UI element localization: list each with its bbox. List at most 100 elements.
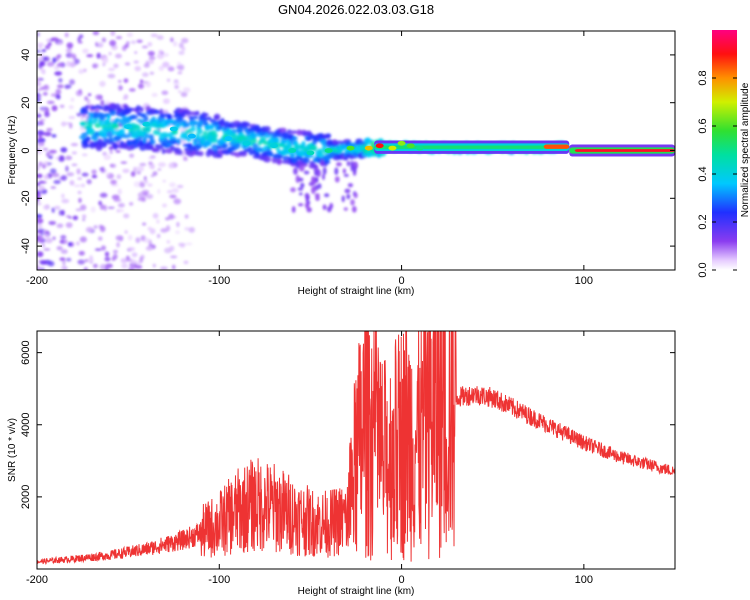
spectrogram-noise-mark xyxy=(157,188,161,195)
spectrogram-ridge-mark xyxy=(289,130,298,134)
spectrogram-noise-mark xyxy=(78,34,84,39)
colorbar-label: Normalized spectral amplitude xyxy=(740,82,750,217)
spectrogram-peak-mark xyxy=(306,150,315,156)
spectrogram-y-tick-label: 20 xyxy=(20,97,32,109)
spectrogram-ridge-mark xyxy=(94,123,102,128)
colorbar-gradient xyxy=(712,30,737,270)
spectrogram-noise-mark xyxy=(71,163,78,167)
spectrogram-ridge-mark xyxy=(247,146,253,153)
spectrogram-noise-mark xyxy=(65,257,72,262)
spectrogram-tail-mark xyxy=(307,200,311,205)
spectrogram-noise-mark xyxy=(112,249,118,254)
spectrogram-noise-mark xyxy=(147,183,153,187)
spectrogram-noise-mark xyxy=(78,250,85,256)
spectrogram-noise-mark xyxy=(128,267,135,270)
spectrogram-noise-mark xyxy=(115,53,122,59)
spectrogram-noise-mark xyxy=(133,181,141,188)
spectrogram-ridge-mark xyxy=(185,110,192,116)
spectrogram-noise-mark xyxy=(94,108,100,112)
spectrogram-noise-mark xyxy=(53,179,61,185)
spectrogram-ridge-mark xyxy=(277,159,282,166)
spectrogram-ridge-mark xyxy=(203,113,209,117)
spectrogram-noise-mark xyxy=(130,171,136,177)
spectrogram-ridge-mark xyxy=(202,130,208,136)
spectrogram-noise-mark xyxy=(78,69,84,75)
spectrogram-ridge-mark xyxy=(303,157,310,164)
spectrogram-noise-mark xyxy=(82,218,86,221)
spectrogram-ridge-mark xyxy=(251,132,258,139)
spectrogram-noise-mark xyxy=(133,166,137,173)
spectrogram-band-hot xyxy=(543,144,570,149)
spectrogram-noise-mark xyxy=(176,221,180,228)
spectrogram-noise-mark xyxy=(44,111,50,118)
spectrogram-ridge-mark xyxy=(196,135,201,140)
spectrogram-noise-mark xyxy=(130,259,137,264)
spectrogram-noise-mark xyxy=(136,166,145,172)
spectrogram-noise-mark xyxy=(84,96,89,101)
spectrogram-ridge-mark xyxy=(272,137,280,143)
spectrogram-ridge-mark xyxy=(170,140,179,145)
colorbar-tick-label: 0.4 xyxy=(697,166,709,181)
spectrogram-noise-mark xyxy=(69,79,75,85)
spectrogram-noise-mark xyxy=(142,222,147,226)
spectrogram-noise-mark xyxy=(103,154,111,161)
spectrogram-noise-mark xyxy=(110,163,117,168)
snr-x-ticks: -200 -100 0 100 xyxy=(26,331,593,586)
spectrogram-noise-mark xyxy=(149,71,155,75)
spectrogram-peak-mark xyxy=(388,145,397,151)
spectrogram-ridge-mark xyxy=(192,115,199,120)
spectrogram-noise-mark xyxy=(169,182,176,188)
spectrogram-energy-blobs xyxy=(37,31,566,270)
spectrogram-noise-mark xyxy=(141,45,148,49)
spectrogram-noise-mark xyxy=(127,234,133,241)
spectrogram-ridge-mark xyxy=(152,129,161,136)
spectrogram-noise-mark xyxy=(129,153,135,158)
spectrogram-noise-mark xyxy=(79,204,87,211)
spectrogram-noise-mark xyxy=(92,31,100,36)
spectrogram-peak-mark xyxy=(169,126,178,132)
spectrogram-noise-mark xyxy=(162,61,170,68)
spectrogram-noise-mark xyxy=(46,100,55,104)
spectrogram-noise-mark xyxy=(69,61,76,68)
spectrogram-ridge-mark xyxy=(289,153,296,158)
spectrogram-noise-mark xyxy=(137,83,145,89)
spectrogram-noise-mark xyxy=(109,39,117,47)
spectrogram-noise-mark xyxy=(61,121,67,127)
spectrogram-noise-mark xyxy=(37,266,42,270)
snr-panel: -200 -100 0 100 2000 4000 6000 Height of stra… xyxy=(7,330,676,597)
spectrogram-noise-mark xyxy=(60,147,68,153)
spectrogram-noise-mark xyxy=(177,184,184,189)
spectrogram-tail-mark xyxy=(342,168,347,174)
spectrogram-noise-mark xyxy=(47,42,52,47)
spectrogram-noise-mark xyxy=(104,251,110,257)
spectrogram-x-ticks: -200 -100 0 100 xyxy=(26,31,593,287)
spectrogram-noise-mark xyxy=(60,265,67,270)
spectrogram-noise-mark xyxy=(87,93,92,97)
spectrogram-noise-mark xyxy=(91,169,97,175)
spectrogram-noise-mark xyxy=(131,252,138,258)
spectrogram-noise-mark xyxy=(72,215,79,221)
spectrogram-tail-mark xyxy=(321,173,326,181)
spectrogram-noise-mark xyxy=(168,213,175,220)
spectrogram-noise-mark xyxy=(122,168,130,173)
spectrogram-noise-mark xyxy=(145,246,153,251)
spectrogram-y-tick-label: -40 xyxy=(20,238,32,254)
spectrogram-noise-mark xyxy=(53,66,60,71)
spectrogram-noise-mark xyxy=(52,57,57,64)
colorbar-tick-label: 0.2 xyxy=(697,214,709,229)
spectrogram-ridge-mark xyxy=(281,140,287,145)
spectrogram-noise-mark xyxy=(108,68,116,71)
spectrogram-noise-mark xyxy=(37,165,40,172)
spectrogram-noise-mark xyxy=(41,49,46,53)
spectrogram-noise-mark xyxy=(54,205,61,210)
spectrogram-noise-mark xyxy=(50,37,59,41)
spectrogram-noise-mark xyxy=(188,226,195,233)
spectrogram-noise-mark xyxy=(184,227,190,231)
spectrogram-ridge-mark xyxy=(176,138,182,145)
spectrogram-noise-mark xyxy=(83,266,88,270)
spectrogram-ridge-mark xyxy=(235,142,241,150)
spectrogram-tail-mark xyxy=(351,206,357,213)
snr-y-ticks: 2000 4000 6000 xyxy=(20,340,675,509)
spectrogram-noise-mark xyxy=(117,84,123,91)
spectrogram-noise-mark xyxy=(144,179,148,184)
